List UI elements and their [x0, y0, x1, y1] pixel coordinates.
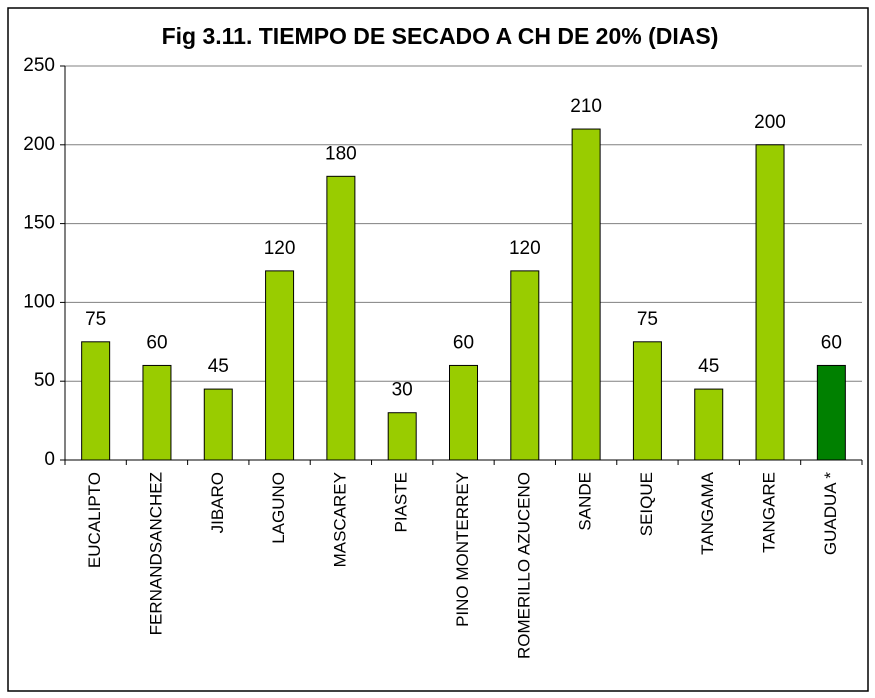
- value-label: 60: [821, 332, 842, 353]
- x-tick-label: ROMERILLO AZUCENO: [514, 472, 533, 659]
- y-tick-label: 100: [23, 291, 55, 312]
- value-label: 200: [754, 112, 786, 133]
- bar: [510, 270, 540, 461]
- value-label: 30: [392, 380, 413, 401]
- x-tick-label: LAGUNO: [269, 472, 288, 544]
- bar: [632, 341, 662, 461]
- x-tick-label: FERNANDSANCHEZ: [146, 472, 165, 635]
- x-tick-label: TANGAMA: [698, 471, 717, 554]
- chart-frame: [7, 7, 869, 692]
- bar: [265, 270, 295, 461]
- x-tick-label: JIBARO: [208, 472, 227, 533]
- value-label: 210: [570, 96, 602, 117]
- bar: [387, 412, 417, 461]
- bar: [142, 364, 172, 461]
- bar: [449, 364, 478, 461]
- value-label: 75: [637, 309, 658, 330]
- value-label: 45: [698, 356, 719, 377]
- bar: [816, 364, 846, 461]
- y-tick-label: 200: [23, 134, 55, 155]
- x-tick-label: MASCAREY: [330, 472, 349, 567]
- y-tick-label: 250: [23, 55, 55, 76]
- y-tick-label: 50: [34, 370, 55, 391]
- value-label: 180: [325, 143, 357, 164]
- value-label: 75: [85, 309, 106, 330]
- value-label: 60: [146, 332, 167, 353]
- x-tick-label: SANDE: [576, 472, 595, 531]
- x-tick-label: PIASTE: [392, 472, 411, 532]
- x-tick-label: GUADUA *: [821, 472, 840, 556]
- value-label: 120: [264, 238, 296, 259]
- value-label: 60: [453, 332, 474, 353]
- y-tick-label: 150: [23, 213, 55, 234]
- value-label: 45: [208, 356, 229, 377]
- bar: [81, 341, 111, 461]
- x-tick-label: TANGARE: [760, 472, 779, 553]
- y-tick-label: 0: [44, 449, 55, 470]
- bar: [694, 388, 724, 461]
- bar: [755, 144, 785, 461]
- bar: [326, 175, 356, 461]
- chart-title: Fig 3.11. TIEMPO DE SECADO A CH DE 20% (…: [162, 23, 719, 49]
- bar: [203, 388, 233, 461]
- bar: [571, 128, 601, 461]
- x-tick-label: PINO MONTERREY: [453, 472, 472, 627]
- x-tick-label: EUCALIPTO: [85, 472, 104, 568]
- value-label: 120: [509, 238, 541, 259]
- x-tick-label: SEIQUE: [637, 472, 656, 536]
